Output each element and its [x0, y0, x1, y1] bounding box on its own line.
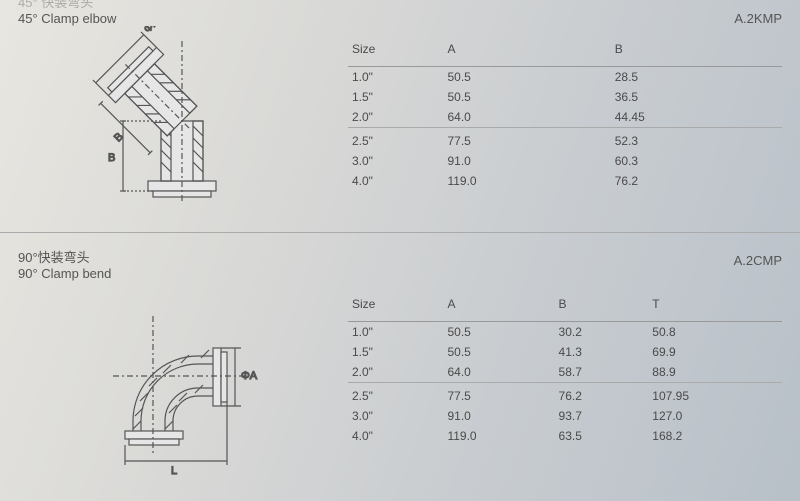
spec-table-90: Size A B T 1.0"50.530.250.8 1.5"50.541.3…	[348, 291, 782, 446]
table-row: 2.5"77.552.3	[348, 128, 782, 152]
section-90-bend: 90°快装弯头 90° Clamp bend A.2CMP	[0, 233, 800, 501]
spec-table-45: Size A B 1.0"50.528.5 1.5"50.536.5 2.0"6…	[348, 36, 782, 191]
table-row: 2.0"64.044.45	[348, 107, 782, 128]
dim-label-B1: B	[112, 131, 126, 145]
dim-label-phiA: ΦA	[241, 370, 258, 382]
table-row: 1.5"50.536.5	[348, 87, 782, 107]
table-row: 1.0"50.528.5	[348, 67, 782, 88]
title-en: 45° Clamp elbow	[18, 11, 116, 26]
title-en: 90° Clamp bend	[18, 266, 111, 281]
bend-90-icon: ΦA L	[63, 281, 303, 481]
col-size: Size	[348, 36, 443, 67]
table-row: 2.0"64.058.788.9	[348, 362, 782, 383]
table-header-row: Size A B	[348, 36, 782, 67]
dim-label-phiA: ΦA	[142, 26, 162, 35]
table-header-row: Size A B T	[348, 291, 782, 322]
dim-label-L: L	[171, 465, 177, 477]
col-B: B	[555, 291, 649, 322]
table-row: 4.0"119.063.5168.2	[348, 426, 782, 446]
table-row: 1.5"50.541.369.9	[348, 342, 782, 362]
diagram-90-bend: ΦA L	[18, 281, 348, 481]
table-row: 1.0"50.530.250.8	[348, 322, 782, 343]
table-row: 3.0"91.060.3	[348, 151, 782, 171]
product-code: A.2KMP	[734, 11, 782, 26]
table-row: 3.0"91.093.7127.0	[348, 406, 782, 426]
table-row: 2.5"77.576.2107.95	[348, 383, 782, 407]
col-size: Size	[348, 291, 443, 322]
col-T: T	[648, 291, 782, 322]
title-cn: 45° 快装弯头	[18, 0, 116, 11]
table-row: 4.0"119.076.2	[348, 171, 782, 191]
section-45-elbow: 45° 快装弯头 45° Clamp elbow A.2KMP	[0, 0, 800, 233]
section-header: 45° 快装弯头 45° Clamp elbow A.2KMP	[0, 0, 800, 26]
col-A: A	[443, 36, 610, 67]
dim-label-B2: B	[108, 152, 115, 164]
col-A: A	[443, 291, 554, 322]
title-cn: 90°快装弯头	[18, 247, 90, 266]
section-header: 90°快装弯头 90° Clamp bend A.2CMP	[0, 233, 800, 281]
product-code: A.2CMP	[734, 253, 782, 268]
diagram-45-elbow: B ΦA B	[18, 26, 348, 221]
elbow-45-icon: B ΦA B	[53, 26, 313, 221]
col-B: B	[611, 36, 782, 67]
